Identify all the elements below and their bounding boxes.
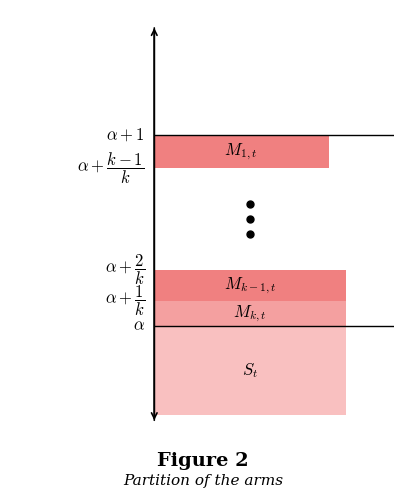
Text: Figure 2: Figure 2 xyxy=(157,452,248,470)
Text: $\alpha + \dfrac{2}{k}$: $\alpha + \dfrac{2}{k}$ xyxy=(104,253,144,287)
Bar xyxy=(154,135,328,168)
Text: $\alpha$: $\alpha$ xyxy=(132,318,144,335)
Text: $\alpha + \dfrac{1}{k}$: $\alpha + \dfrac{1}{k}$ xyxy=(104,283,144,318)
Text: $M_{1,t}$: $M_{1,t}$ xyxy=(224,141,256,162)
Text: $\alpha + \dfrac{k-1}{k}$: $\alpha + \dfrac{k-1}{k}$ xyxy=(77,150,144,186)
Text: $M_{k-1,t}$: $M_{k-1,t}$ xyxy=(224,275,275,295)
Bar xyxy=(154,301,345,326)
Bar xyxy=(154,270,345,301)
Text: $M_{k,t}$: $M_{k,t}$ xyxy=(233,303,266,324)
Text: $S_t$: $S_t$ xyxy=(241,362,258,380)
Bar xyxy=(154,326,345,415)
Text: $\alpha + 1$: $\alpha + 1$ xyxy=(106,126,144,143)
Text: Partition of the arms: Partition of the arms xyxy=(123,474,282,488)
